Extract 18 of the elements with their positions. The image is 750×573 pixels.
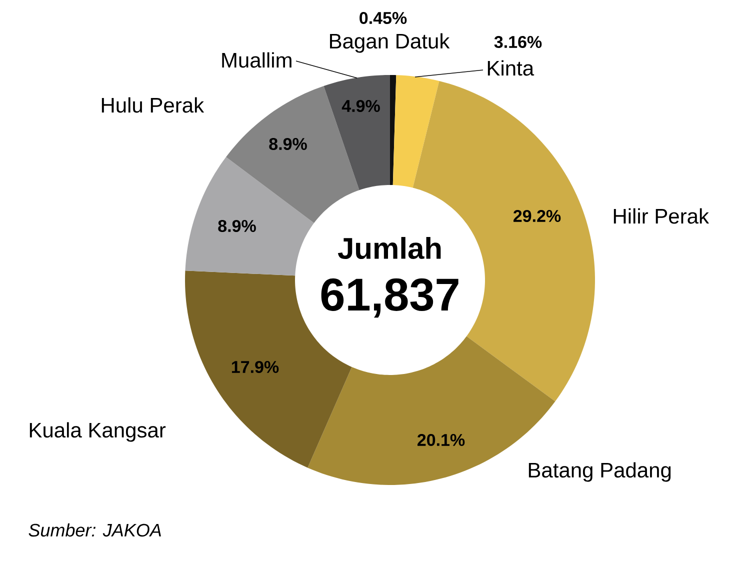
text: Jumlah	[338, 236, 441, 260]
data-label: 20.1%	[417, 434, 465, 446]
data-label: 8.9%	[218, 220, 256, 232]
slice-label: Batang Padang	[528, 462, 671, 482]
slice-label: Kuala Kangsar	[30, 422, 166, 442]
data-label: 17.9%	[232, 360, 279, 374]
slice-label: Hulu Perak	[102, 97, 204, 113]
slice-label: Bagan Datuk	[330, 33, 450, 53]
slice-label: Kinta	[488, 60, 534, 76]
slice-label: Hilir Perak	[614, 208, 710, 224]
text: 61,837	[321, 278, 458, 318]
slice-label: Muallim	[222, 52, 292, 68]
data-label: 0.45%	[360, 12, 407, 24]
data-label: 8.9%	[269, 138, 307, 150]
data-label: 3.16%	[494, 36, 542, 48]
data-label: 29.2%	[513, 210, 561, 222]
text: Sumber: JAKOA	[28, 523, 161, 537]
data-label: 4.9%	[342, 100, 380, 112]
